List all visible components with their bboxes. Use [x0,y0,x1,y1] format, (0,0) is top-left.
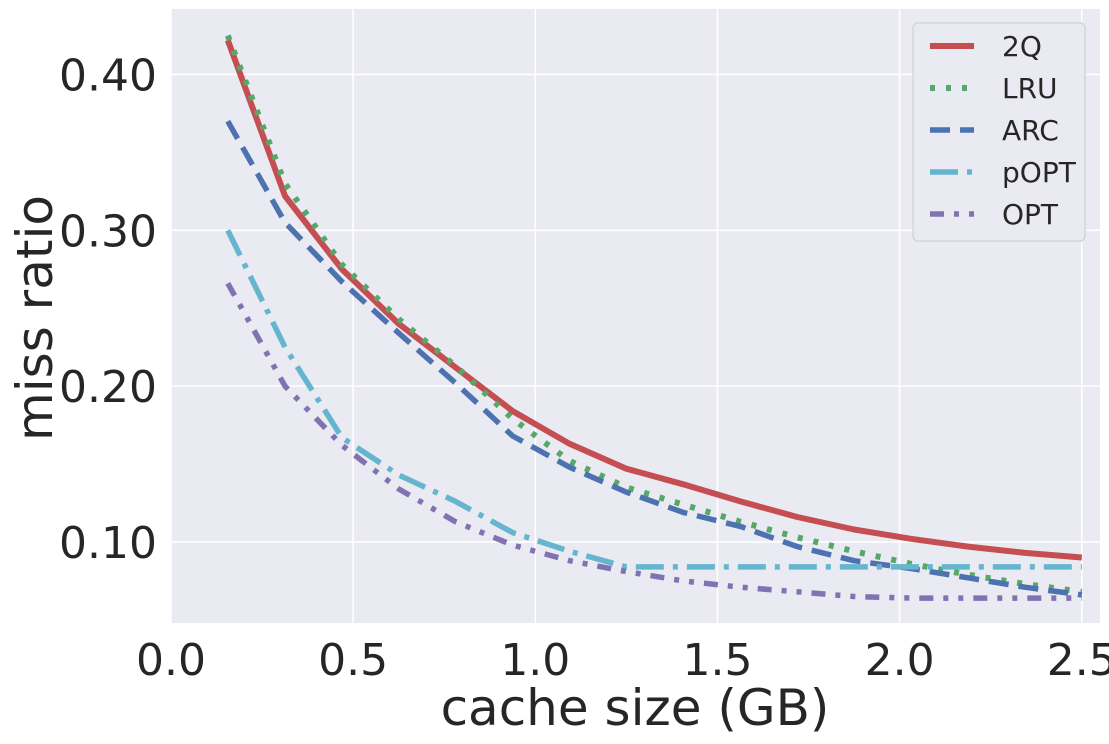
x-tick-label: 1.5 [682,635,752,686]
y-axis-label: miss ratio [6,195,64,441]
y-tick-labels: 0.10 0.20 0.30 0.40 [59,50,157,569]
x-tick-label: 0.0 [136,635,206,686]
legend-label-arc: ARC [1002,114,1059,147]
legend: 2Q LRU ARC pOPT OPT [912,22,1086,242]
legend-label-lru: LRU [1002,72,1058,105]
series-line-arc [225,119,1083,598]
legend-label-2q: 2Q [1002,30,1042,63]
series-lines [224,34,1083,601]
x-axis-label: cache size (GB) [441,679,830,737]
y-tick-label: 0.30 [59,206,157,257]
y-tick-label: 0.20 [59,362,157,413]
series-line-popt [225,229,1082,570]
series-line-2q [224,39,1083,561]
x-tick-label: 1.0 [500,635,570,686]
legend-label-opt: OPT [1002,198,1059,231]
y-tick-label: 0.10 [59,518,157,569]
legend-box [912,22,1086,242]
y-tick-label: 0.40 [59,50,157,101]
x-tick-labels: 0.0 0.5 1.0 1.5 2.0 2.5 [136,635,1109,686]
series-line-lru [225,34,1083,595]
x-tick-label: 2.0 [865,635,935,686]
series-line-opt [225,281,1082,601]
x-tick-label: 2.5 [1047,635,1109,686]
x-tick-label: 0.5 [318,635,388,686]
legend-label-popt: pOPT [1002,156,1077,189]
